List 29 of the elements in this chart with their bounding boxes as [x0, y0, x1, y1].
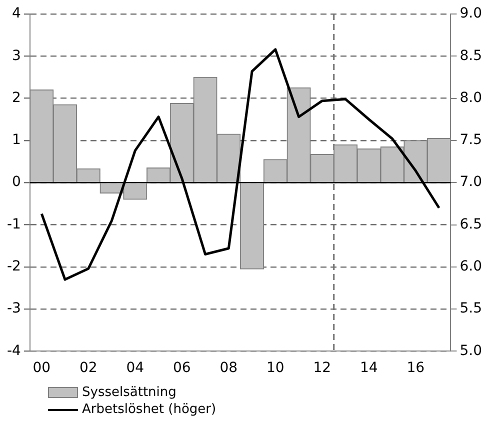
- x-tick-label: 06: [172, 360, 191, 376]
- y-tick-label: 1: [12, 132, 21, 148]
- y2-tick-label: 6.5: [460, 216, 482, 232]
- x-tick-label: 10: [266, 360, 284, 376]
- legend-label: Sysselsättning: [82, 385, 176, 400]
- x-tick-label: 04: [126, 360, 144, 376]
- y-tick-label: -4: [6, 342, 22, 359]
- x-tick-label: 12: [313, 360, 332, 376]
- y-tick-label: -3: [6, 300, 21, 317]
- y-tick-label: 3: [12, 48, 21, 64]
- y2-tick-label: 5.0: [460, 342, 482, 359]
- x-tick-label: 08: [220, 360, 238, 376]
- y2-tick-label: 8.5: [460, 48, 482, 64]
- y2-tick-label: 5.5: [460, 300, 482, 317]
- y2-tick-label: 8.0: [460, 90, 482, 106]
- x-tick-label: 16: [406, 360, 425, 376]
- x-tick-label: 14: [360, 360, 378, 376]
- legend-label: Arbetslöshet (höger): [82, 402, 216, 417]
- x-tick-label: 02: [79, 360, 98, 376]
- x-tick-label: 00: [32, 360, 51, 376]
- y-tick-label: -2: [6, 258, 21, 275]
- y2-tick-label: 6.0: [460, 258, 482, 275]
- y2-tick-label: 9.0: [460, 6, 482, 22]
- y-tick-label: -1: [6, 216, 21, 232]
- y-tick-label: 2: [12, 90, 21, 106]
- y-tick-label: 4: [12, 6, 22, 22]
- y2-tick-label: 7.0: [460, 174, 482, 190]
- y-tick-label: 0: [12, 174, 21, 190]
- y2-tick-label: 7.5: [460, 132, 482, 148]
